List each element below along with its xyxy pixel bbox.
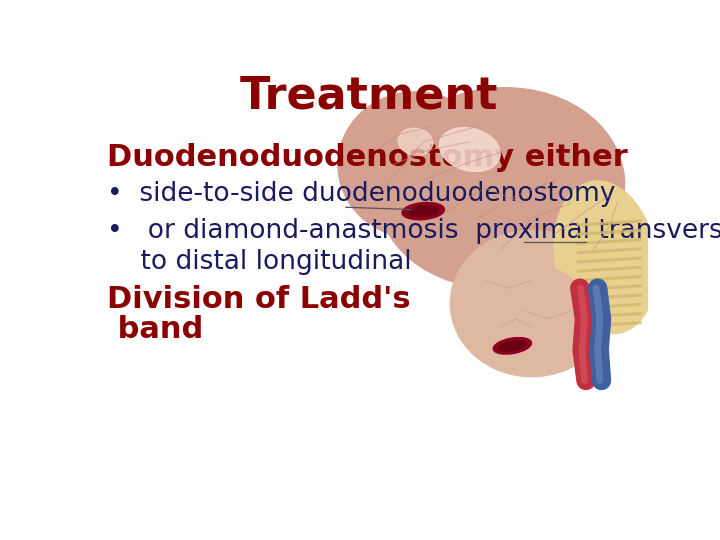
Text: to distal longitudinal: to distal longitudinal [107,249,412,275]
Ellipse shape [451,231,613,377]
Ellipse shape [439,127,500,172]
Ellipse shape [408,206,438,216]
Text: •   or diamond-anastmosis  proximal transverse: • or diamond-anastmosis proximal transve… [107,218,720,244]
Ellipse shape [493,338,531,354]
Text: Treatment: Treatment [240,74,498,117]
Text: band: band [107,315,203,344]
Text: •  side-to-side duodenoduodenostomy: • side-to-side duodenoduodenostomy [107,181,616,207]
Text: Division of Ladd's: Division of Ladd's [107,285,410,314]
Ellipse shape [554,181,657,334]
Ellipse shape [516,269,578,323]
Ellipse shape [544,303,598,350]
Ellipse shape [402,202,444,220]
Ellipse shape [499,341,526,351]
Ellipse shape [458,280,513,327]
Ellipse shape [338,92,493,238]
Ellipse shape [495,301,553,352]
Ellipse shape [398,128,433,156]
Ellipse shape [377,87,624,288]
Ellipse shape [474,244,544,301]
Text: Duodenoduodenostomy either: Duodenoduodenostomy either [107,143,628,172]
